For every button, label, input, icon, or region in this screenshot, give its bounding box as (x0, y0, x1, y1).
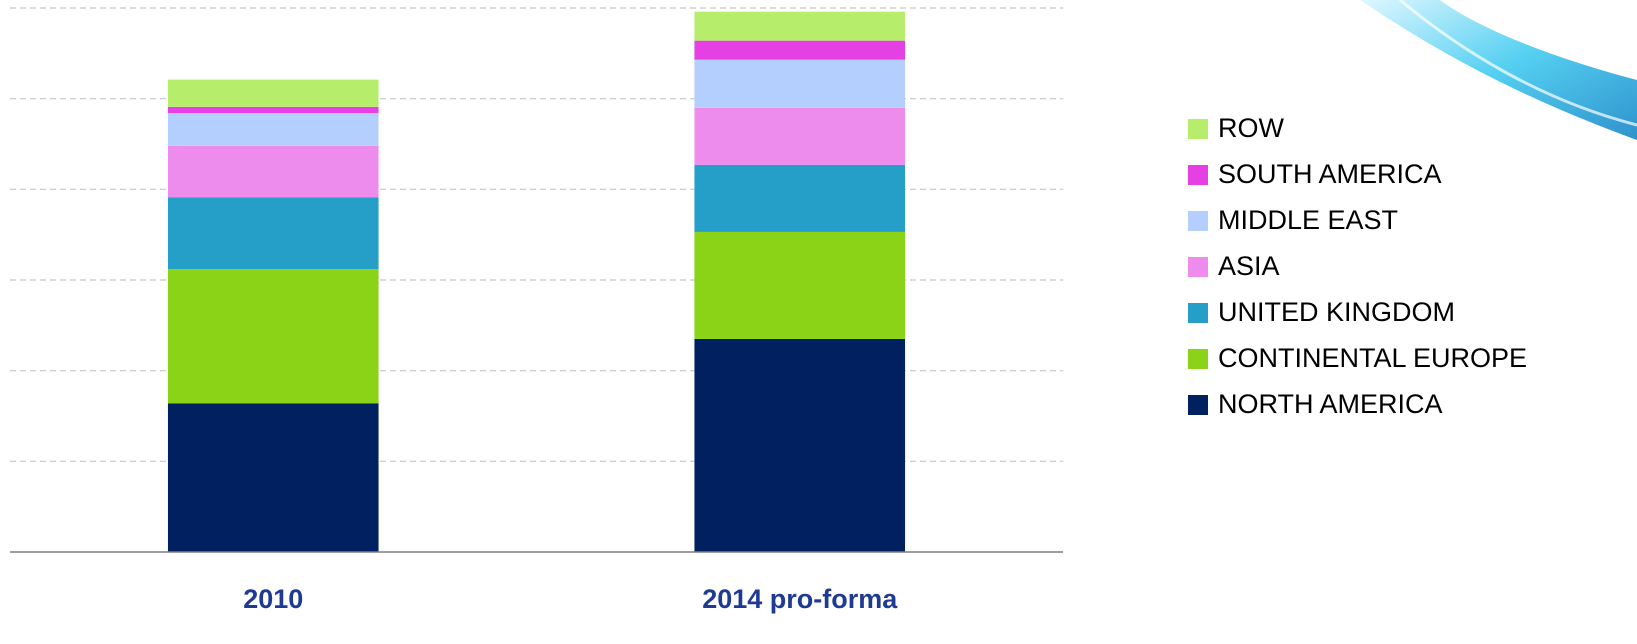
legend-swatch (1188, 211, 1208, 231)
legend-label: NORTH AMERICA (1218, 389, 1443, 419)
bar-segment (168, 197, 379, 269)
bar-segment (694, 339, 905, 552)
bar-segment (168, 107, 379, 113)
x-tick-label: 2010 (243, 584, 303, 614)
bar-segment (694, 108, 905, 165)
bar-segment (168, 80, 379, 107)
legend-label: UNITED KINGDOM (1218, 297, 1455, 327)
bar-segment (694, 232, 905, 339)
legend-swatch (1188, 303, 1208, 323)
legend-label: SOUTH AMERICA (1218, 159, 1442, 189)
legend-swatch (1188, 257, 1208, 277)
bar-segment (694, 41, 905, 60)
legend-label: ASIA (1218, 251, 1280, 281)
legend-swatch (1188, 395, 1208, 415)
bar-segment (168, 146, 379, 198)
legend-label: CONTINENTAL EUROPE (1218, 343, 1527, 373)
legend-swatch (1188, 165, 1208, 185)
bar-segment (694, 165, 905, 232)
bar-segment (168, 113, 379, 146)
x-tick-label: 2014 pro-forma (702, 584, 898, 614)
chart: 2010 2014 pro-forma NORTH AMERICA CONTINENT… (0, 0, 1637, 644)
legend-label: MIDDLE EAST (1218, 205, 1398, 235)
bar-segment (694, 12, 905, 41)
legend-label: ROW (1218, 113, 1285, 143)
legend-swatch (1188, 349, 1208, 369)
bar-segment (694, 60, 905, 108)
bar-segment (168, 269, 379, 403)
bar-segment (168, 403, 379, 552)
legend-swatch (1188, 119, 1208, 139)
